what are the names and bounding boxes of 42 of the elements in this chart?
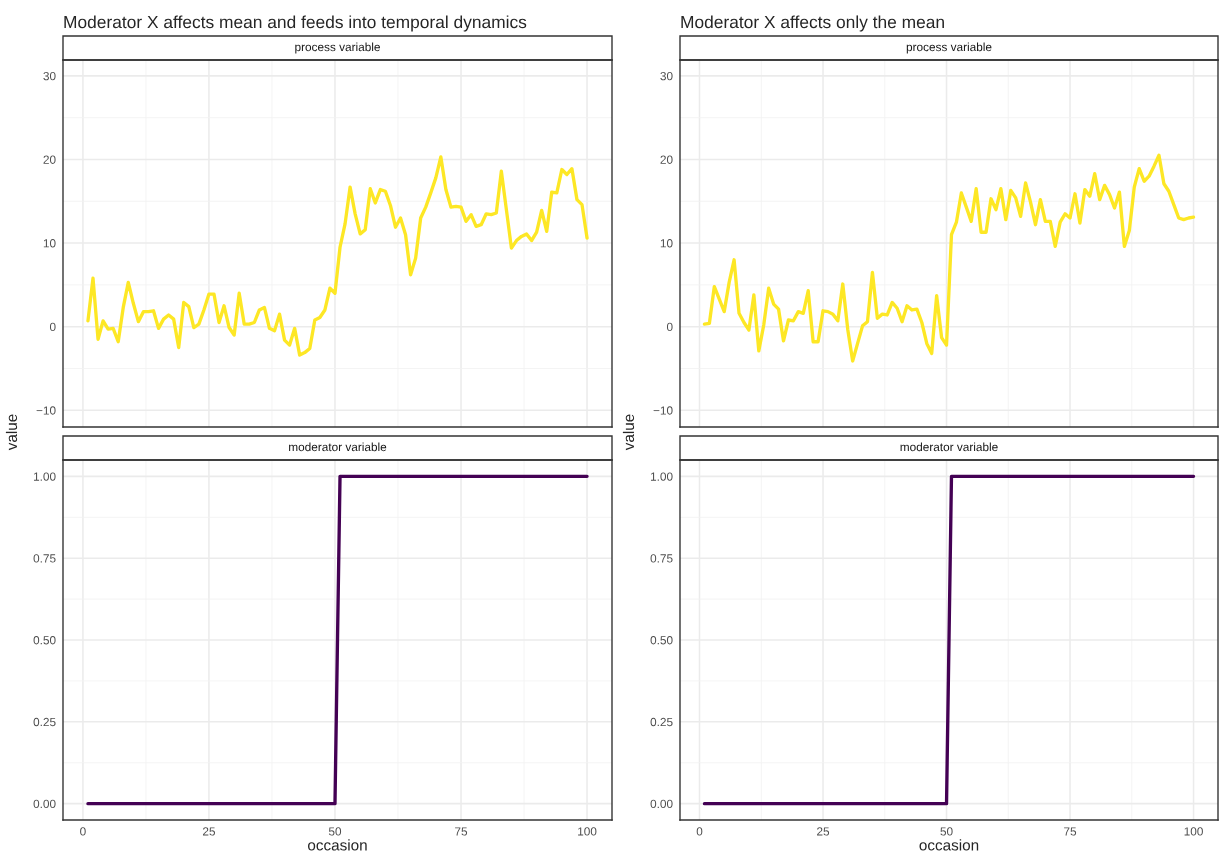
- chart-subtitle: moderator variable: [289, 442, 387, 452]
- chart-subtitle: process variable: [906, 42, 992, 54]
- y-tick-label: 30: [43, 71, 56, 81]
- y-tick-label: 1.00: [650, 472, 673, 481]
- x-tick-label: 0: [80, 827, 86, 836]
- x-tick-label: 75: [1064, 827, 1077, 836]
- x-axis-title: occasion: [919, 839, 979, 851]
- x-tick-label: 100: [1184, 827, 1203, 836]
- chart-subtitle: moderator variable: [900, 442, 998, 452]
- y-tick-label: 0.75: [33, 554, 56, 563]
- x-tick-label: 25: [817, 827, 830, 836]
- y-tick-label: 0.50: [33, 636, 56, 645]
- y-tick-label: −10: [36, 406, 56, 415]
- y-tick-label: 0: [666, 322, 673, 332]
- y-tick-label: 0.00: [650, 799, 673, 809]
- y-tick-label: 0.75: [650, 554, 673, 563]
- y-tick-label: 10: [43, 239, 56, 248]
- x-axis-title: occasion: [307, 839, 367, 851]
- x-tick-label: 75: [455, 827, 468, 836]
- y-tick-label: 0.25: [33, 717, 56, 727]
- y-tick-label: 30: [660, 71, 673, 81]
- y-axis-title: value: [622, 414, 635, 451]
- x-tick-label: 25: [202, 827, 216, 836]
- chart-subtitle: process variable: [295, 42, 380, 54]
- y-axis-title: value: [5, 414, 18, 451]
- y-tick-label: 10: [660, 239, 673, 248]
- y-tick-label: 20: [660, 155, 673, 164]
- y-tick-label: 20: [43, 155, 56, 164]
- y-tick-label: 0: [49, 322, 56, 332]
- chart-title: Moderator X affects only the mean: [681, 15, 944, 32]
- x-tick-label: 50: [940, 827, 953, 836]
- y-tick-label: 0.50: [650, 636, 673, 645]
- line-series: [702, 153, 1196, 363]
- y-tick-label: 0.25: [650, 717, 673, 727]
- chart-title: Moderator X affects mean and feeds into temporal dynamics: [64, 15, 527, 32]
- x-tick-label: 0: [696, 827, 703, 836]
- line-series: [86, 155, 589, 357]
- y-tick-label: 0.00: [33, 799, 56, 809]
- x-tick-label: 100: [578, 827, 597, 836]
- y-tick-label: −10: [653, 406, 673, 415]
- y-tick-label: 1.00: [33, 472, 56, 481]
- x-tick-label: 50: [328, 827, 342, 836]
